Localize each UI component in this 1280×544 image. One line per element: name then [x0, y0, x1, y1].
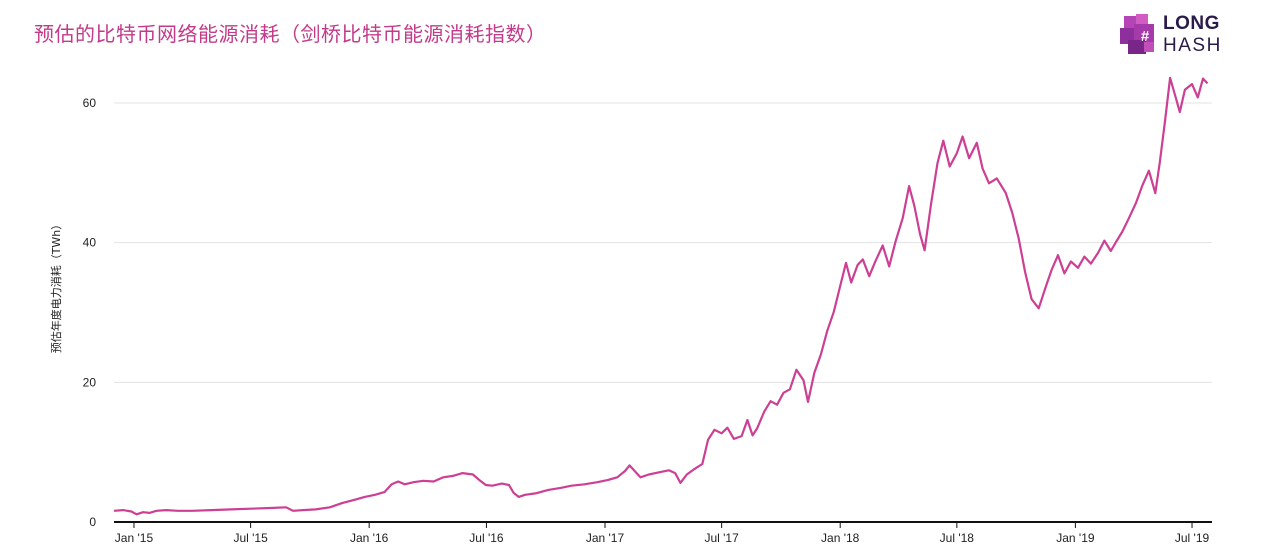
x-tick-label: Jan '15 — [115, 531, 154, 544]
y-tick-label: 60 — [83, 96, 97, 110]
x-ticks: Jan '15 Jul '15 Jan '16 Jul '16 Jan '17 Jul '… — [115, 522, 1210, 544]
grid-lines — [114, 102, 1212, 383]
longhash-logo: # LONG HASH — [1118, 12, 1238, 58]
x-tick-label: Jan '19 — [1056, 531, 1095, 544]
series-line — [113, 76, 1209, 516]
logo-line2: HASH — [1163, 35, 1222, 56]
x-tick-label: Jul '16 — [469, 531, 504, 544]
chart-title: 预估的比特币网络能源消耗（剑桥比特币能源消耗指数） — [34, 22, 547, 46]
x-tick-label: Jan '18 — [821, 531, 860, 544]
y-ticks: 0 20 40 60 — [83, 96, 97, 529]
longhash-cube-icon: # — [1120, 14, 1154, 54]
x-tick-label: Jul '15 — [233, 531, 268, 544]
x-tick-label: Jan '16 — [350, 531, 389, 544]
svg-text:#: # — [1141, 28, 1150, 45]
x-tick-label: Jul '17 — [704, 531, 739, 544]
x-tick-label: Jul '18 — [940, 531, 975, 544]
x-tick-label: Jan '17 — [586, 531, 625, 544]
y-tick-label: 0 — [89, 515, 96, 529]
y-tick-label: 40 — [83, 236, 97, 250]
logo-line1: LONG — [1163, 13, 1220, 34]
x-tick-label: Jul '19 — [1175, 531, 1210, 544]
y-tick-label: 20 — [83, 375, 97, 389]
